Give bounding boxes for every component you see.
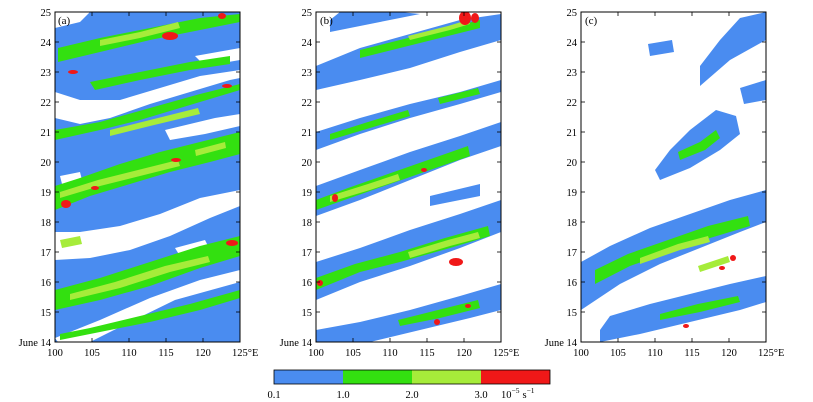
panel-a-label: (a) bbox=[58, 15, 71, 27]
panel-c-y-tick-label-5: 19 bbox=[567, 188, 578, 199]
panel-c-y-tick-label-2: 16 bbox=[567, 278, 578, 289]
panel-b-y-tick-label-0: June 14 bbox=[280, 338, 313, 349]
panel-b-y-tick-label-9: 23 bbox=[302, 68, 313, 79]
panel-c-y-tick-label-3: 17 bbox=[567, 248, 578, 259]
panel-c-y-tick-label-6: 20 bbox=[567, 158, 578, 169]
panel-a-x-tick-label-1: 105 bbox=[84, 348, 100, 359]
panel-a-x-tick-label-2: 110 bbox=[121, 348, 136, 359]
panel-c-y-tick-label-4: 18 bbox=[567, 218, 578, 229]
panel-b-label: (b) bbox=[320, 15, 333, 27]
panel-a-x-tick-label-4: 120 bbox=[195, 348, 211, 359]
panel-a-x-tick-label-3: 115 bbox=[158, 348, 173, 359]
colorbar-level-1: 1.0 bbox=[336, 390, 349, 401]
panel-c-x-tick-label-2: 110 bbox=[647, 348, 662, 359]
colorbar: 0.1 1.0 2.0 3.0 10−5 s−1 bbox=[267, 369, 551, 401]
panel-c-field bbox=[581, 12, 766, 342]
panel-a-y-tick-label-11: 25 bbox=[41, 8, 52, 19]
panel-c-label: (c) bbox=[585, 15, 598, 27]
panel-b-y-tick-label-3: 17 bbox=[302, 248, 313, 259]
colorbar-level-3: 3.0 bbox=[474, 390, 487, 401]
panel-a-y-tick-label-4: 18 bbox=[41, 218, 52, 229]
panel-b-y-tick-label-1: 15 bbox=[302, 308, 313, 319]
panel-a-field bbox=[55, 12, 240, 342]
panel-c-y-tick-label-10: 24 bbox=[567, 38, 578, 49]
colorbar-box-2 bbox=[412, 370, 481, 384]
panel-b-y-tick-label-5: 19 bbox=[302, 188, 313, 199]
colorbar-unit: 10−5 s−1 bbox=[501, 386, 535, 401]
panel-b-frame bbox=[315, 11, 502, 343]
panel-c-y-tick-label-9: 23 bbox=[567, 68, 578, 79]
colorbar-frame bbox=[273, 369, 551, 385]
panel-a-y-tick-label-2: 16 bbox=[41, 278, 52, 289]
panel-c-x-tick-label-5: 125°E bbox=[758, 348, 784, 359]
panel-a-y-tick-label-8: 22 bbox=[41, 98, 52, 109]
panel-b-field bbox=[316, 12, 501, 342]
panel-a-y-tick-label-3: 17 bbox=[41, 248, 52, 259]
panel-b-y-tick-label-6: 20 bbox=[302, 158, 313, 169]
panel-a-ticks: 100 105 110 115 120 125°E June 14 15 16 17 18 19 20 2… bbox=[19, 8, 259, 359]
panel-b-y-tick-label-7: 21 bbox=[302, 128, 313, 139]
panel-c-y-tick-label-7: 21 bbox=[567, 128, 578, 139]
panel-a-y-tick-label-6: 20 bbox=[41, 158, 52, 169]
panel-c-y-tick-label-8: 22 bbox=[567, 98, 578, 109]
panel-a-x-tick-label-5: 125°E bbox=[232, 348, 258, 359]
panel-b-y-tick-label-4: 18 bbox=[302, 218, 313, 229]
panel-b-x-tick-label-0: 100 bbox=[308, 348, 324, 359]
panel-b-y-tick-label-8: 22 bbox=[302, 98, 313, 109]
panel-a-x-tick-label-0: 100 bbox=[47, 348, 63, 359]
panel-a-y-tick-label-5: 19 bbox=[41, 188, 52, 199]
panel-c-x-tick-label-3: 115 bbox=[684, 348, 699, 359]
panel-b-x-tick-label-5: 125°E bbox=[493, 348, 519, 359]
panel-b-y-tick-label-2: 16 bbox=[302, 278, 313, 289]
colorbar-box-1 bbox=[343, 370, 412, 384]
panel-c-x-tick-label-1: 105 bbox=[610, 348, 626, 359]
panel-a-y-tick-label-10: 24 bbox=[41, 38, 52, 49]
panel-a-y-tick-label-7: 21 bbox=[41, 128, 52, 139]
panel-c-x-tick-label-0: 100 bbox=[573, 348, 589, 359]
panel-c-frame bbox=[580, 11, 767, 343]
panel-a-y-tick-label-9: 23 bbox=[41, 68, 52, 79]
panel-b-x-tick-label-1: 105 bbox=[345, 348, 361, 359]
colorbar-level-2: 2.0 bbox=[405, 390, 418, 401]
panel-b-y-tick-label-11: 25 bbox=[302, 8, 313, 19]
panel-c-ticks: 100 105 110 115 120 125°E June 14 15 16 17 18 19 20 2… bbox=[545, 8, 785, 359]
panel-c-y-tick-label-0: June 14 bbox=[545, 338, 578, 349]
panel-b-x-tick-label-3: 115 bbox=[419, 348, 434, 359]
panel-b-y-tick-label-10: 24 bbox=[302, 38, 313, 49]
panel-b-ticks: 100 105 110 115 120 125°E June 14 15 16 17 18 19 20 2… bbox=[280, 8, 520, 359]
panel-a-y-tick-label-0: June 14 bbox=[19, 338, 52, 349]
panel-c-y-tick-label-11: 25 bbox=[567, 8, 578, 19]
panel-a-frame bbox=[54, 11, 241, 343]
panel-b-x-tick-label-2: 110 bbox=[382, 348, 397, 359]
colorbar-box-3 bbox=[481, 370, 550, 384]
panel-c-y-tick-label-1: 15 bbox=[567, 308, 578, 319]
colorbar-box-0 bbox=[274, 370, 343, 384]
colorbar-level-0: 0.1 bbox=[267, 390, 280, 401]
panel-b-x-tick-label-4: 120 bbox=[456, 348, 472, 359]
panel-a-y-tick-label-1: 15 bbox=[41, 308, 52, 319]
panel-c-x-tick-label-4: 120 bbox=[721, 348, 737, 359]
